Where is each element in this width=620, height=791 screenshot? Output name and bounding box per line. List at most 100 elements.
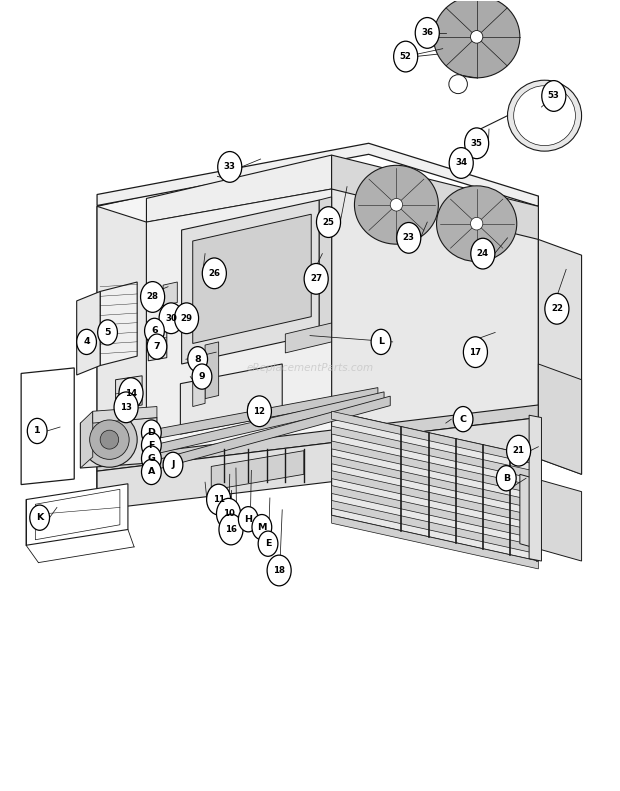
Text: 13: 13 (120, 403, 132, 412)
Polygon shape (193, 214, 311, 343)
Circle shape (371, 329, 391, 354)
Text: D: D (148, 428, 156, 437)
Text: F: F (148, 441, 154, 449)
Circle shape (304, 263, 328, 294)
Text: 29: 29 (180, 314, 193, 323)
Text: 14: 14 (125, 388, 137, 398)
Ellipse shape (471, 218, 483, 230)
Polygon shape (26, 484, 128, 545)
Polygon shape (332, 456, 538, 509)
Text: 26: 26 (208, 269, 220, 278)
Circle shape (159, 303, 183, 334)
Polygon shape (115, 376, 142, 409)
Polygon shape (97, 405, 538, 471)
Ellipse shape (508, 80, 582, 151)
Circle shape (463, 337, 487, 368)
Polygon shape (146, 388, 378, 441)
Text: M: M (257, 523, 267, 532)
Circle shape (147, 334, 167, 359)
Text: 5: 5 (104, 328, 111, 337)
Polygon shape (100, 282, 137, 365)
Circle shape (247, 396, 272, 426)
Circle shape (497, 466, 516, 491)
Text: 21: 21 (513, 446, 525, 455)
Text: 1: 1 (34, 426, 40, 436)
Ellipse shape (436, 186, 516, 262)
Text: 53: 53 (548, 92, 560, 100)
Text: 4: 4 (83, 338, 90, 346)
Polygon shape (193, 369, 205, 407)
Text: 27: 27 (310, 274, 322, 283)
Circle shape (394, 41, 418, 72)
Polygon shape (21, 368, 74, 485)
Polygon shape (205, 342, 219, 399)
Polygon shape (81, 411, 93, 468)
Text: 23: 23 (403, 233, 415, 242)
Circle shape (219, 514, 243, 545)
Circle shape (449, 148, 473, 178)
Text: 34: 34 (455, 158, 467, 168)
Polygon shape (332, 411, 538, 465)
Polygon shape (332, 155, 538, 240)
Circle shape (415, 17, 440, 48)
Polygon shape (153, 392, 384, 455)
Polygon shape (35, 490, 120, 539)
Circle shape (206, 484, 231, 515)
Circle shape (239, 507, 258, 532)
Circle shape (453, 407, 473, 432)
Circle shape (30, 505, 50, 530)
Polygon shape (520, 475, 582, 561)
Circle shape (507, 435, 531, 466)
Text: 18: 18 (273, 566, 285, 575)
Text: A: A (148, 467, 155, 476)
Polygon shape (332, 471, 538, 524)
Circle shape (98, 320, 117, 345)
Text: 12: 12 (254, 407, 265, 416)
Circle shape (252, 514, 272, 539)
Polygon shape (211, 451, 304, 490)
Circle shape (258, 531, 278, 556)
Polygon shape (163, 282, 177, 305)
Circle shape (316, 206, 340, 237)
Text: B: B (503, 474, 510, 483)
Polygon shape (332, 411, 538, 561)
Circle shape (216, 498, 241, 529)
Ellipse shape (100, 430, 118, 449)
Circle shape (202, 258, 226, 289)
Text: 25: 25 (322, 218, 334, 226)
Polygon shape (159, 396, 390, 469)
Text: 6: 6 (151, 327, 157, 335)
Text: C: C (459, 414, 467, 424)
Polygon shape (332, 501, 538, 554)
Text: 10: 10 (223, 509, 234, 518)
Circle shape (77, 329, 97, 354)
Ellipse shape (90, 420, 129, 460)
Polygon shape (538, 240, 582, 475)
Circle shape (141, 433, 161, 458)
Ellipse shape (449, 74, 467, 93)
Ellipse shape (433, 0, 520, 78)
Polygon shape (146, 155, 332, 222)
Text: 24: 24 (477, 249, 489, 258)
Polygon shape (97, 155, 332, 509)
Text: G: G (148, 454, 156, 463)
Polygon shape (332, 441, 538, 494)
Polygon shape (332, 486, 538, 539)
Polygon shape (332, 515, 538, 569)
Polygon shape (182, 200, 319, 364)
Circle shape (174, 303, 198, 334)
Text: 22: 22 (551, 305, 563, 313)
Text: 28: 28 (146, 293, 159, 301)
Text: 7: 7 (154, 343, 160, 351)
Circle shape (218, 152, 242, 182)
Polygon shape (148, 321, 167, 361)
Ellipse shape (514, 85, 575, 146)
Text: 9: 9 (198, 372, 205, 381)
Text: 8: 8 (194, 354, 201, 364)
Text: eReplacementParts.com: eReplacementParts.com (246, 363, 374, 373)
Ellipse shape (390, 199, 402, 211)
Circle shape (192, 364, 212, 389)
Circle shape (545, 293, 569, 324)
Text: K: K (36, 513, 43, 522)
Circle shape (471, 238, 495, 269)
